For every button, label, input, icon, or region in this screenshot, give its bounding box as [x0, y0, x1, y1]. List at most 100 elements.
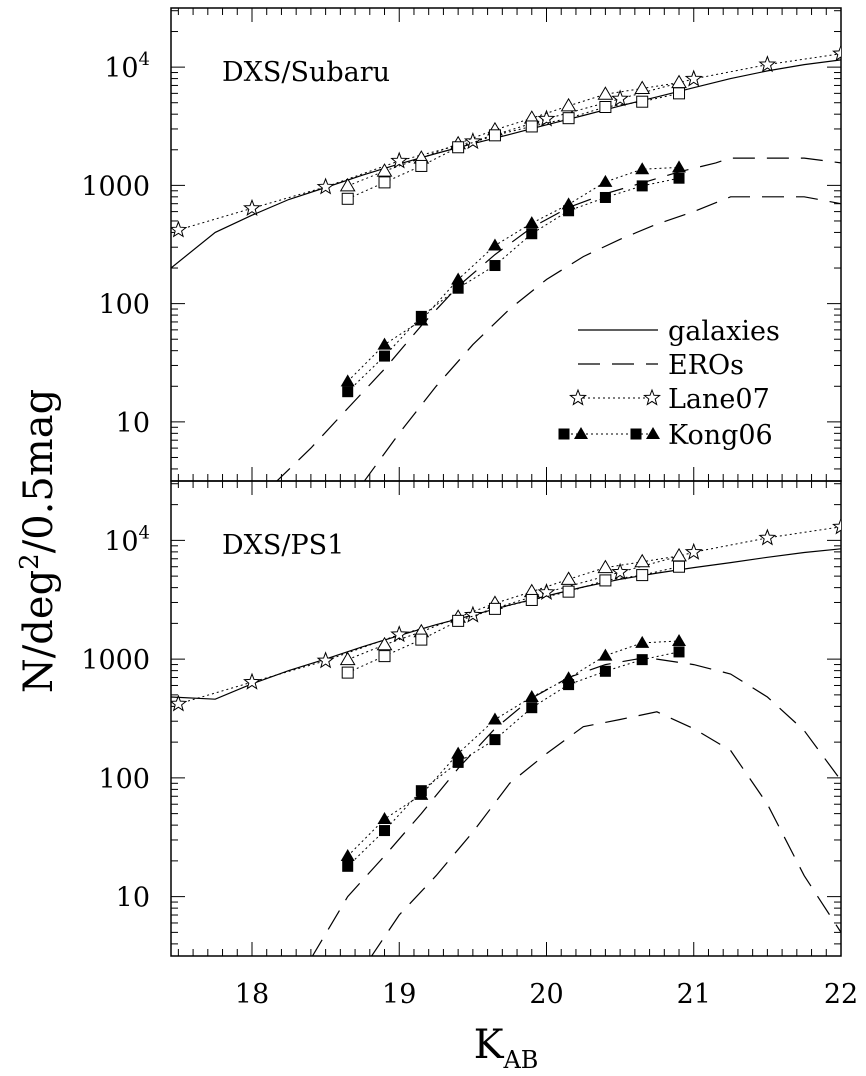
- legend-square-marker: [630, 428, 642, 440]
- kong06-point: [671, 74, 687, 89]
- y-tick-label-base: 10: [104, 53, 138, 84]
- kong06-point: [672, 634, 687, 647]
- kong06-point: [563, 205, 575, 217]
- kong06-point: [452, 141, 465, 154]
- kong06-point: [636, 654, 648, 666]
- y-tick-label-exponent: 4: [139, 49, 150, 70]
- lane07-point: [684, 69, 703, 87]
- legend-triangle-marker: [574, 427, 588, 439]
- lane07-point: [758, 528, 777, 546]
- kong06-point: [376, 163, 393, 177]
- legend-triangle-marker: [646, 427, 660, 439]
- legend-kong06-label: Kong06: [668, 420, 773, 451]
- kong06-point: [673, 646, 685, 658]
- kong06-point: [598, 174, 613, 187]
- legend-star-marker: [569, 388, 587, 406]
- kong06-point: [451, 746, 466, 759]
- y-axis-label-rest: /0.5mag: [16, 389, 62, 553]
- x-axis-label: KAB: [474, 1022, 539, 1074]
- kong06-dotted-line: [347, 651, 680, 867]
- x-axis-label-main: K: [474, 1022, 505, 1068]
- kong06-point: [524, 689, 539, 702]
- y-tick-label: 1000: [81, 171, 150, 202]
- y-tick-label: 10: [116, 883, 150, 914]
- lane07-point: [684, 542, 703, 560]
- kong06-point: [599, 574, 612, 587]
- lane07-point: [832, 517, 841, 535]
- kong06-point: [526, 228, 538, 240]
- y-tick-label: 10: [116, 408, 150, 439]
- legend: galaxies EROs Lane07 Kong06: [558, 316, 780, 451]
- kong06-point: [635, 162, 650, 175]
- galaxies-line: [171, 59, 841, 269]
- lane07-point: [463, 605, 482, 623]
- lane07-dotted-line: [178, 526, 841, 705]
- legend-square-marker: [558, 428, 570, 440]
- legend-star-marker: [643, 388, 661, 406]
- kong06-point: [377, 337, 392, 350]
- kong06-point: [488, 602, 501, 615]
- lane07-point: [316, 177, 335, 195]
- kong06-point: [526, 702, 538, 714]
- legend-lane07-markers: [569, 388, 661, 406]
- kong06-point: [340, 848, 355, 861]
- kong06-point: [563, 679, 575, 691]
- y-tick-label: 104: [104, 49, 150, 84]
- kong06-point: [489, 734, 501, 746]
- kong06-point: [597, 86, 614, 100]
- galaxies-line: [171, 548, 841, 700]
- kong06-point: [562, 585, 575, 598]
- kong06-point: [339, 651, 356, 666]
- kong06-point: [560, 571, 577, 585]
- kong06-point: [597, 559, 614, 574]
- plot-frame: [170, 480, 842, 957]
- lane07-point: [611, 562, 630, 580]
- kong06-point: [562, 112, 575, 125]
- y-axis-label-main: N/deg: [16, 570, 62, 693]
- kong06-point: [673, 87, 686, 100]
- eros-line: [370, 711, 841, 956]
- kong06-point: [487, 712, 502, 725]
- kong06-point: [415, 310, 427, 322]
- lane07-point: [758, 55, 777, 73]
- legend-kong06-markers: [558, 427, 660, 440]
- kong06-point: [636, 569, 649, 582]
- lane07-point: [832, 44, 841, 62]
- y-tick-label: 100: [98, 764, 150, 795]
- eros-line: [276, 157, 841, 481]
- kong06-point: [452, 756, 464, 768]
- kong06-point: [488, 129, 501, 142]
- kong06-point: [378, 176, 391, 189]
- y-tick-label-base: 10: [104, 526, 138, 557]
- kong06-point: [634, 80, 651, 94]
- kong06-point: [341, 666, 354, 679]
- lane07-point: [316, 651, 335, 669]
- kong06-point: [489, 260, 501, 272]
- kong06-point: [378, 650, 391, 663]
- lane07-point: [171, 694, 188, 712]
- kong06-point: [452, 614, 465, 627]
- kong06-point: [451, 272, 466, 285]
- legend-galaxies-label: galaxies: [668, 316, 780, 347]
- lane07-point: [537, 109, 556, 127]
- kong06-dotted-line: [347, 566, 680, 674]
- plot-area: [171, 517, 841, 956]
- kong06-point: [525, 593, 538, 606]
- kong06-point: [342, 860, 354, 872]
- x-axis-label-subscript: AB: [502, 1046, 538, 1074]
- x-tick-label: 19: [382, 979, 416, 1010]
- kong06-point: [671, 547, 687, 562]
- kong06-point: [415, 785, 427, 797]
- kong06-point: [636, 180, 648, 192]
- kong06-point: [599, 101, 612, 114]
- lane07-point: [611, 89, 630, 107]
- kong06-point: [598, 648, 613, 661]
- kong06-point: [376, 636, 393, 651]
- kong06-dotted-line: [347, 640, 680, 857]
- kong06-dotted-line: [347, 92, 680, 200]
- kong06-point: [377, 812, 392, 825]
- y-tick-label: 1000: [81, 645, 150, 676]
- eros-line: [311, 657, 841, 956]
